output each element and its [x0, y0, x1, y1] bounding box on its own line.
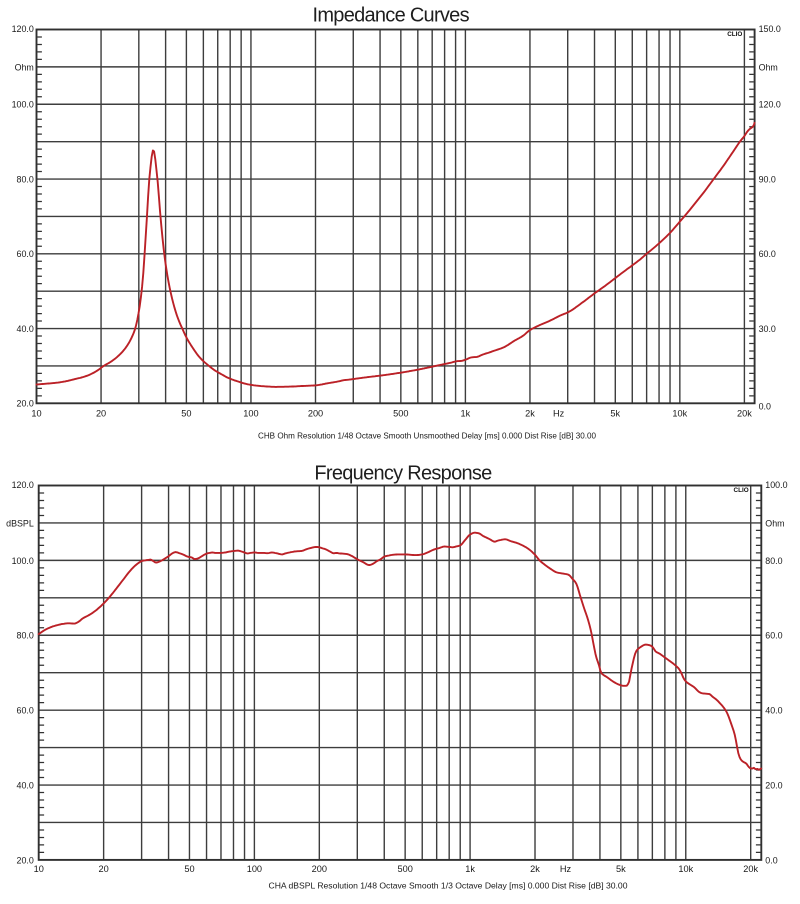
- svg-text:500: 500: [393, 408, 408, 418]
- svg-text:150.0: 150.0: [759, 24, 781, 34]
- svg-text:20: 20: [99, 864, 109, 874]
- svg-text:Hz: Hz: [553, 408, 565, 418]
- svg-text:100.0: 100.0: [12, 100, 34, 110]
- svg-text:60.0: 60.0: [17, 706, 34, 716]
- svg-text:Hz: Hz: [560, 864, 572, 874]
- svg-text:50: 50: [184, 864, 194, 874]
- svg-text:10: 10: [31, 408, 41, 418]
- svg-text:30.0: 30.0: [759, 324, 776, 334]
- svg-text:5k: 5k: [616, 864, 626, 874]
- svg-text:CLIO: CLIO: [727, 31, 742, 38]
- svg-text:0.0: 0.0: [759, 402, 771, 412]
- svg-text:100: 100: [243, 408, 258, 418]
- svg-text:40.0: 40.0: [765, 706, 782, 716]
- svg-text:10: 10: [34, 864, 44, 874]
- svg-text:20.0: 20.0: [17, 399, 34, 409]
- svg-text:80.0: 80.0: [765, 556, 782, 566]
- svg-text:50: 50: [181, 408, 191, 418]
- svg-text:90.0: 90.0: [759, 174, 776, 184]
- svg-text:2k: 2k: [530, 864, 540, 874]
- svg-text:Ohm: Ohm: [15, 62, 34, 72]
- svg-text:60.0: 60.0: [765, 631, 782, 641]
- svg-text:60.0: 60.0: [17, 249, 34, 259]
- svg-text:2k: 2k: [525, 408, 535, 418]
- svg-text:10k: 10k: [672, 408, 687, 418]
- svg-text:10k: 10k: [678, 864, 693, 874]
- svg-text:100.0: 100.0: [765, 480, 787, 490]
- svg-text:20.0: 20.0: [17, 855, 34, 865]
- svg-text:5k: 5k: [610, 408, 620, 418]
- svg-text:20k: 20k: [737, 408, 752, 418]
- svg-text:1k: 1k: [465, 864, 475, 874]
- svg-text:80.0: 80.0: [17, 631, 34, 641]
- svg-text:500: 500: [397, 864, 412, 874]
- svg-text:40.0: 40.0: [17, 324, 34, 334]
- svg-text:60.0: 60.0: [759, 249, 776, 259]
- svg-text:Impedance Curves: Impedance Curves: [313, 5, 470, 27]
- svg-text:100: 100: [247, 864, 262, 874]
- svg-text:Ohm: Ohm: [765, 518, 784, 528]
- svg-text:CHA dBSPL Resolution 1/48 Octa: CHA dBSPL Resolution 1/48 Octave Smooth …: [269, 880, 628, 890]
- svg-text:80.0: 80.0: [17, 174, 34, 184]
- svg-text:200: 200: [308, 408, 323, 418]
- svg-text:120.0: 120.0: [12, 24, 34, 34]
- svg-text:200: 200: [312, 864, 327, 874]
- svg-text:CLIO: CLIO: [734, 487, 749, 494]
- svg-text:20: 20: [96, 408, 106, 418]
- svg-text:20k: 20k: [743, 864, 758, 874]
- svg-text:40.0: 40.0: [17, 780, 34, 790]
- svg-text:120.0: 120.0: [12, 480, 34, 490]
- svg-text:Frequency Response: Frequency Response: [314, 463, 492, 485]
- svg-text:1k: 1k: [461, 408, 471, 418]
- svg-text:0.0: 0.0: [765, 855, 777, 865]
- svg-text:CHB Ohm Resolution 1/48 Octave: CHB Ohm Resolution 1/48 Octave Smooth Un…: [258, 430, 596, 440]
- svg-text:20.0: 20.0: [765, 780, 782, 790]
- svg-text:Ohm: Ohm: [759, 62, 778, 72]
- svg-text:100.0: 100.0: [12, 556, 34, 566]
- svg-text:dBSPL: dBSPL: [6, 518, 34, 528]
- svg-text:120.0: 120.0: [759, 100, 781, 110]
